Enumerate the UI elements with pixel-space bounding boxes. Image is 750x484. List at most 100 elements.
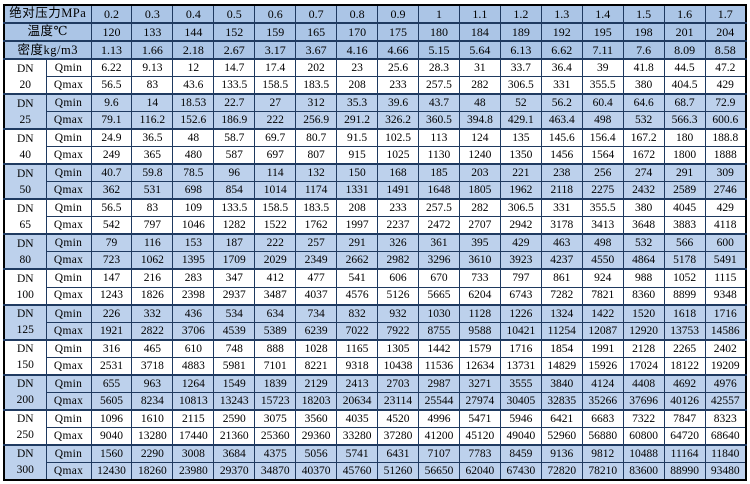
qmax-value-cell: 9588 (458, 321, 501, 341)
qmin-value-cell: 14.7 (213, 58, 256, 78)
qmax-value-cell: 56880 (581, 426, 624, 446)
qmax-value-cell: 1062 (131, 251, 174, 270)
qmax-value-cell: 52960 (540, 426, 583, 446)
flow-rate-table-container: 绝对压力MPa 0.2 0.3 0.4 0.5 0.6 0.7 0.8 0.9 1 1.1 1.2 1.… (3, 4, 747, 481)
qmax-value-cell: 32835 (540, 391, 583, 411)
qmax-value-cell: 531 (131, 181, 174, 200)
qmax-value-cell: 15926 (581, 356, 624, 376)
qmin-value-cell: 1264 (172, 373, 215, 393)
dn200-qmin-row: DN 200 Qmin 655 963 1264 1549 1839 2129 2413 2703 2… (3, 373, 747, 411)
qmin-value-cell: 14 (131, 93, 174, 113)
qmax-value-cell: 116.2 (131, 111, 174, 130)
dn150-qmin-row: DN 150 Qmin 316 465 610 748 888 1028 1165 1305 1442… (3, 338, 747, 376)
qmax-value-cell: 8755 (418, 321, 460, 341)
qmin-value-cell: 133.5 (213, 198, 256, 218)
qmax-value-cell: 797 (131, 216, 174, 235)
qmax-value-cell: 723 (90, 251, 133, 270)
dn-label-cell: DN 200 (3, 373, 47, 411)
qmin-value-cell: 5056 (295, 443, 338, 463)
qmin-value-cell: 355.5 (581, 198, 624, 218)
qmax-value-cell: 3706 (172, 321, 215, 341)
qmin-value-cell: 4408 (622, 373, 665, 393)
qmin-value-cell: 832 (336, 303, 379, 323)
qmax-value-cell: 41200 (418, 426, 460, 446)
density-value-cell: 8.58 (704, 40, 747, 61)
qmax-value-cell: 1709 (213, 251, 256, 270)
qmin-value-cell: 5946 (499, 408, 542, 428)
header-label-density: 密度kg/m3 (3, 40, 92, 61)
qmin-value-cell: 257 (295, 233, 338, 253)
qmax-label-cell: Qmax (45, 391, 92, 411)
qmin-value-cell: 114 (254, 163, 297, 183)
qmax-value-cell: 4864 (622, 251, 665, 270)
qmin-value-cell: 1716 (704, 303, 747, 323)
qmax-value-cell: 45760 (336, 461, 379, 481)
qmin-value-cell: 2129 (295, 373, 338, 393)
qmin-value-cell: 1716 (499, 338, 542, 358)
qmin-value-cell: 185 (418, 163, 460, 183)
qmin-value-cell: 187 (213, 233, 256, 253)
qmin-value-cell: 733 (458, 268, 501, 288)
qmax-value-cell: 6239 (295, 321, 338, 341)
qmin-value-cell: 2703 (377, 373, 419, 393)
qmax-value-cell: 2662 (336, 251, 379, 270)
pressure-value-cell: 1.1 (458, 4, 501, 25)
qmin-value-cell: 257.5 (418, 198, 460, 218)
qmax-value-cell: 257.5 (418, 76, 460, 95)
qmax-value-cell: 20634 (336, 391, 379, 411)
qmin-value-cell: 1305 (377, 338, 419, 358)
qmax-value-cell: 18122 (663, 356, 706, 376)
qmin-value-cell: 1854 (540, 338, 583, 358)
qmax-value-cell: 1456 (540, 146, 583, 165)
qmin-value-cell: 606 (377, 268, 419, 288)
qmin-value-cell: 7847 (663, 408, 706, 428)
qmin-value-cell: 226 (90, 303, 133, 323)
dn65-qmax-row: Qmax 542 797 1046 1282 1522 1762 1997 2237 2472 27… (4, 216, 747, 235)
qmin-value-cell: 145.6 (540, 128, 583, 148)
qmin-label-cell: Qmin (45, 233, 92, 253)
qmin-value-cell: 168 (377, 163, 419, 183)
qmax-value-cell: 2822 (131, 321, 174, 341)
qmax-value-cell: 12634 (458, 356, 501, 376)
qmin-value-cell: 436 (172, 303, 215, 323)
density-value-cell: 4.16 (336, 40, 379, 61)
dn-label-cell: DN 25 (3, 93, 47, 130)
qmin-value-cell: 7107 (418, 443, 460, 463)
qmax-value-cell: 42557 (704, 391, 747, 411)
qmax-value-cell: 27974 (458, 391, 501, 411)
qmax-value-cell: 2589 (663, 181, 706, 200)
qmax-label-cell: Qmax (45, 181, 92, 200)
qmax-value-cell: 2398 (172, 286, 215, 306)
pressure-value-cell: 0.2 (90, 4, 133, 25)
qmax-value-cell: 8360 (622, 286, 665, 306)
density-value-cell: 2.18 (172, 40, 215, 61)
qmin-value-cell: 28.3 (418, 58, 460, 78)
dn50-qmin-row: DN 50 Qmin 40.7 59.8 78.5 96 114 132 150 168 185 203… (3, 163, 747, 200)
qmax-value-cell: 18203 (295, 391, 338, 411)
qmin-value-cell: 58.7 (213, 128, 256, 148)
qmax-value-cell: 1648 (418, 181, 460, 200)
dn-prefix-label: DN (16, 237, 34, 250)
temperature-value-cell: 152 (213, 22, 256, 43)
qmax-value-cell: 11536 (418, 356, 460, 376)
qmin-value-cell: 2128 (622, 338, 665, 358)
qmin-value-cell: 78.5 (172, 163, 215, 183)
header-row-pressure: 绝对压力MPa 0.2 0.3 0.4 0.5 0.6 0.7 0.8 0.9 1 1.1 1.2 1.… (3, 4, 747, 25)
qmax-value-cell: 1826 (131, 286, 174, 306)
qmax-value-cell: 915 (336, 146, 379, 165)
qmin-value-cell: 68.7 (663, 93, 706, 113)
qmax-value-cell: 83 (131, 76, 174, 95)
temperature-value-cell: 120 (90, 22, 133, 43)
qmin-value-cell: 69.7 (254, 128, 297, 148)
qmin-value-cell: 56.2 (540, 93, 583, 113)
dn-label-cell: DN 300 (3, 443, 47, 481)
qmin-value-cell: 534 (213, 303, 256, 323)
qmax-label-cell: Qmax (45, 111, 92, 130)
qmax-value-cell: 1522 (254, 216, 297, 235)
qmin-value-cell: 2987 (418, 373, 460, 393)
dn125-qmin-row: DN 125 Qmin 226 332 436 534 634 734 832 932 1030 112… (3, 303, 747, 341)
qmax-value-cell: 1014 (254, 181, 297, 200)
steam-flow-table-body: 绝对压力MPa 0.2 0.3 0.4 0.5 0.6 0.7 0.8 0.9 1 1.1 1.2 1.… (3, 4, 747, 481)
dn80-qmax-row: Qmax 723 1062 1395 1709 2029 2349 2662 2982 3296 3… (4, 251, 747, 270)
qmin-value-cell: 91.5 (336, 128, 379, 148)
